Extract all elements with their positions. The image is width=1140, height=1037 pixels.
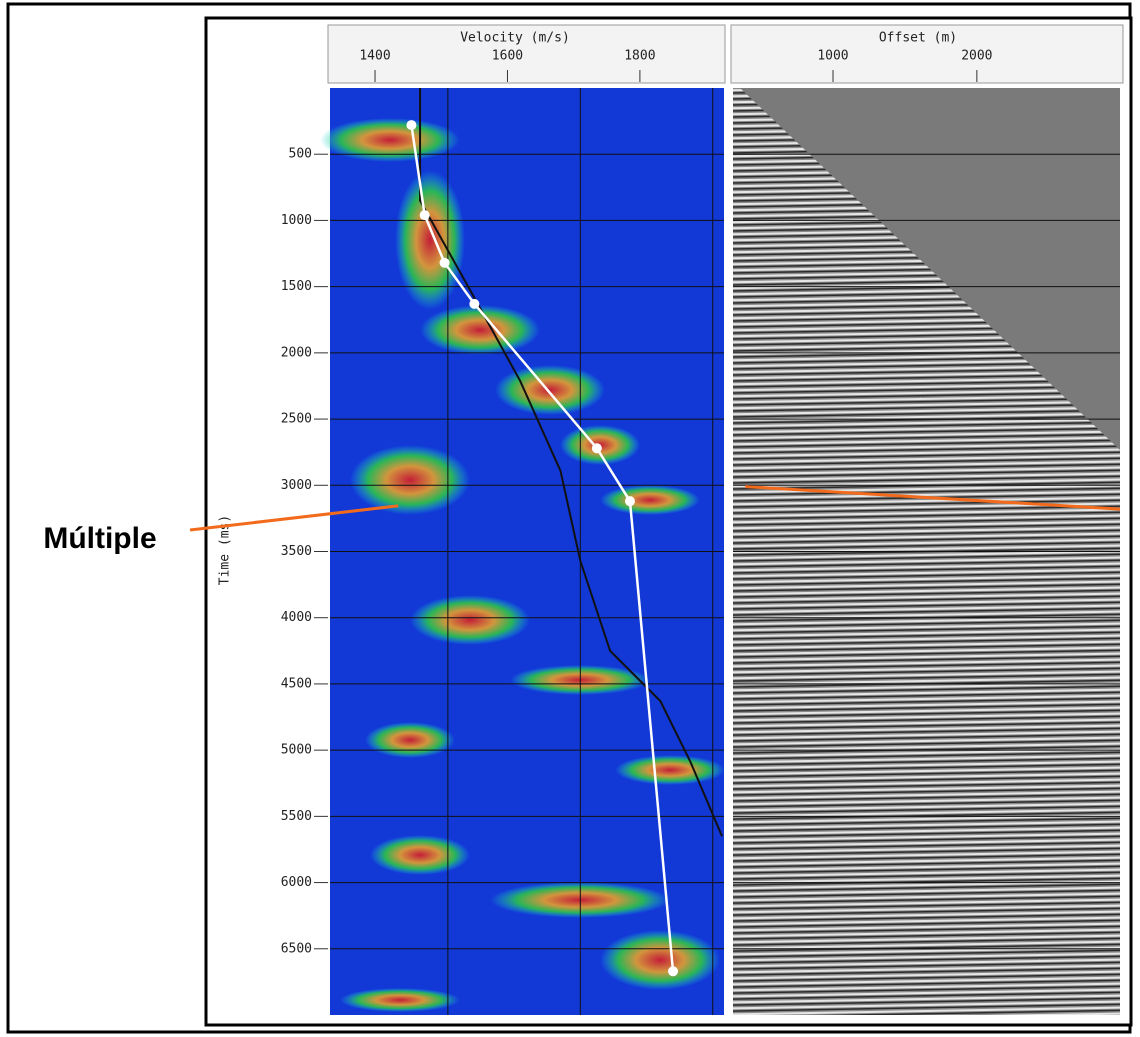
- velocity-pick: [668, 966, 679, 977]
- y-tick-label: 3500: [281, 544, 312, 559]
- y-tick-label: 3000: [281, 478, 312, 493]
- mute-zone: [740, 88, 1120, 450]
- multiple-event: [745, 485, 1121, 511]
- velocity-pick: [439, 257, 450, 268]
- x-axis-title: Offset (m): [879, 31, 957, 46]
- x-axis-title: Velocity (m/s): [460, 31, 570, 46]
- header-left: [327, 24, 726, 84]
- y-tick-label: 4000: [281, 610, 312, 625]
- annotation-label: Múltiple: [43, 522, 156, 555]
- x-tick-label: 1600: [492, 49, 523, 64]
- velocity-pick: [624, 496, 635, 507]
- reference-velocity: [419, 88, 723, 837]
- velocity-pick: [406, 120, 417, 131]
- y-tick-label: 500: [289, 147, 312, 162]
- y-tick-label: 6500: [281, 941, 312, 956]
- y-tick-label: 1000: [281, 213, 312, 228]
- x-tick-label: 1000: [817, 49, 848, 64]
- y-tick-label: 2500: [281, 412, 312, 427]
- x-tick-label: 1800: [624, 49, 655, 64]
- y-tick-label: 1500: [281, 279, 312, 294]
- velocity-pick: [469, 298, 480, 309]
- annotation-arrow: [189, 504, 399, 532]
- velocity-pick: [419, 210, 430, 221]
- x-tick-label: 2000: [961, 49, 992, 64]
- y-tick-label: 4500: [281, 676, 312, 691]
- y-tick-label: 5000: [281, 743, 312, 758]
- header-right: [730, 24, 1124, 84]
- y-tick-label: 5500: [281, 809, 312, 824]
- x-tick-label: 1400: [359, 49, 390, 64]
- y-tick-label: 6000: [281, 875, 312, 890]
- velocity-pick: [591, 443, 602, 454]
- y-tick-label: 2000: [281, 345, 312, 360]
- y-axis-title: Time (ms): [218, 515, 233, 585]
